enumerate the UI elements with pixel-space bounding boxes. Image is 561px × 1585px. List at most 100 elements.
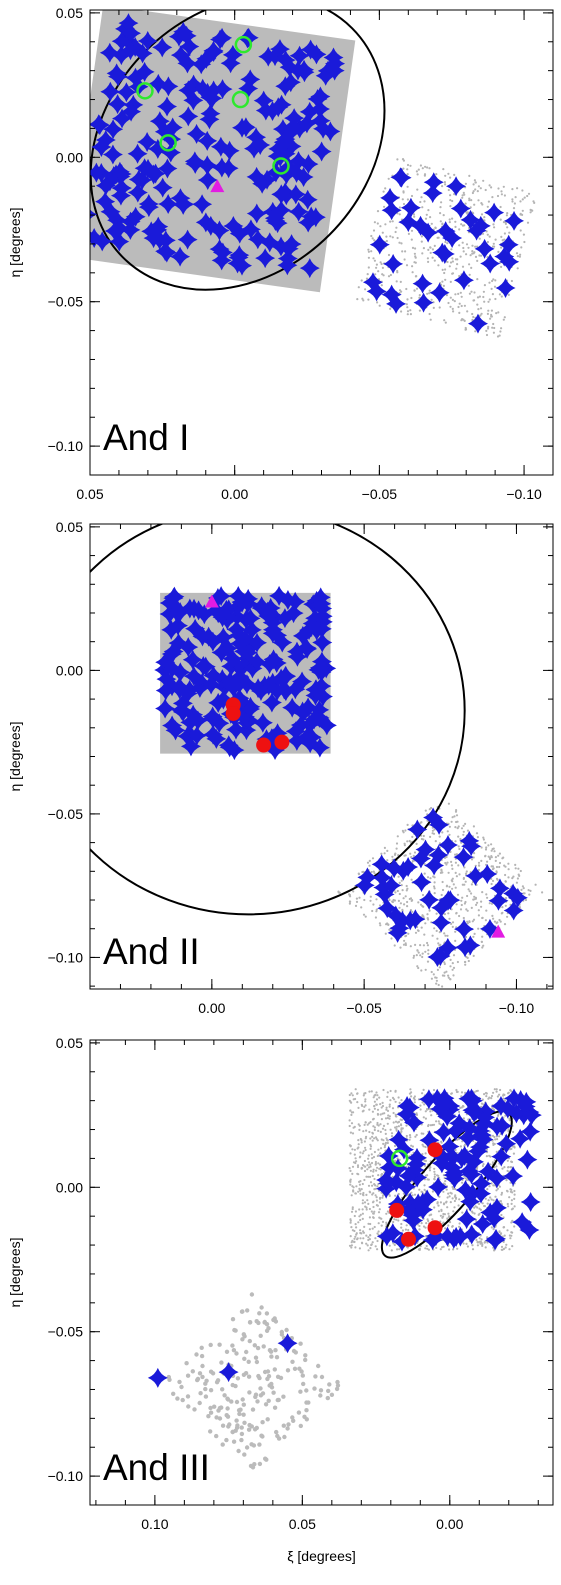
star-marker (222, 44, 243, 65)
field-point (462, 191, 465, 194)
field-point (499, 1088, 502, 1092)
star-marker (491, 1146, 512, 1167)
field-point (485, 329, 488, 332)
field-point (477, 199, 480, 202)
field-point (476, 1206, 479, 1209)
star-marker (286, 162, 307, 183)
star-marker (167, 600, 188, 621)
field-point (463, 193, 466, 196)
field-point (394, 1113, 397, 1116)
field-point (433, 927, 436, 930)
field-point (398, 1158, 401, 1161)
field-point (377, 1162, 380, 1165)
field-point (444, 278, 447, 281)
field-point (485, 1155, 488, 1158)
field-point (428, 167, 431, 170)
field-point (390, 937, 393, 940)
field-point (423, 1188, 426, 1191)
star-marker (309, 699, 330, 720)
star-marker (459, 1118, 480, 1139)
field-point (379, 1152, 382, 1155)
star-marker (116, 82, 137, 103)
field-point (494, 856, 497, 859)
star-marker (100, 81, 121, 102)
field-point (441, 185, 444, 188)
field-point (394, 1090, 397, 1093)
field-point (348, 1244, 352, 1247)
star-marker (208, 692, 229, 713)
star-marker (378, 1146, 399, 1167)
field-point (258, 1393, 264, 1398)
star-marker (454, 919, 475, 940)
field-point (354, 1161, 357, 1165)
field-point (374, 1187, 377, 1190)
field-point (376, 1166, 379, 1169)
field-point (464, 935, 468, 939)
field-point (303, 1353, 308, 1358)
star-marker (264, 208, 285, 229)
field-point (510, 1202, 513, 1205)
field-point (230, 1343, 235, 1348)
field-point (454, 225, 457, 228)
star-marker (118, 13, 139, 34)
field-point (290, 1415, 295, 1420)
field-point (400, 310, 403, 313)
field-point (458, 1222, 461, 1225)
star-marker (484, 202, 505, 223)
star-marker (148, 73, 169, 94)
field-point (473, 895, 476, 898)
field-point (451, 925, 454, 929)
star-marker (312, 611, 333, 632)
field-point (424, 1110, 427, 1113)
star-marker (309, 657, 330, 678)
star-marker (244, 138, 265, 159)
field-point (452, 954, 456, 957)
star-marker (199, 109, 220, 130)
field-point (379, 924, 382, 927)
y-tick-label: 0.05 (56, 5, 83, 21)
field-point (203, 1386, 208, 1392)
star-marker (148, 216, 169, 237)
field-point (219, 1360, 224, 1365)
field-point (381, 1194, 385, 1197)
field-point (433, 1206, 436, 1209)
field-point (481, 1244, 484, 1247)
field-point (420, 196, 423, 199)
field-point (464, 822, 467, 826)
field-point (486, 205, 489, 208)
field-point (486, 312, 489, 315)
star-marker (393, 860, 414, 881)
field-point (398, 289, 402, 292)
star-marker (177, 683, 198, 704)
star-marker (154, 660, 175, 681)
field-point (353, 1153, 356, 1156)
field-point (500, 246, 503, 249)
star-marker (489, 878, 510, 899)
star-marker (431, 912, 452, 933)
field-point (459, 837, 462, 841)
field-point (449, 280, 452, 283)
field-point (262, 1320, 267, 1325)
field-point (429, 1124, 432, 1127)
field-point (519, 869, 522, 873)
field-point (423, 1159, 426, 1162)
field-point (375, 1103, 378, 1106)
field-point (404, 942, 407, 945)
field-point (485, 230, 488, 233)
field-point (447, 188, 450, 192)
field-point (487, 300, 490, 303)
field-point (376, 1185, 379, 1188)
field-point (420, 1132, 423, 1135)
field-point (459, 291, 462, 294)
field-point (448, 1195, 451, 1198)
field-point (366, 273, 369, 276)
star-marker (178, 637, 199, 658)
star-marker (187, 710, 208, 731)
field-point (367, 250, 370, 253)
field-point (442, 1245, 445, 1248)
field-point (506, 1092, 510, 1095)
star-marker (192, 194, 213, 215)
field-point (422, 1145, 425, 1148)
field-point (199, 1345, 204, 1351)
field-point (425, 213, 428, 216)
